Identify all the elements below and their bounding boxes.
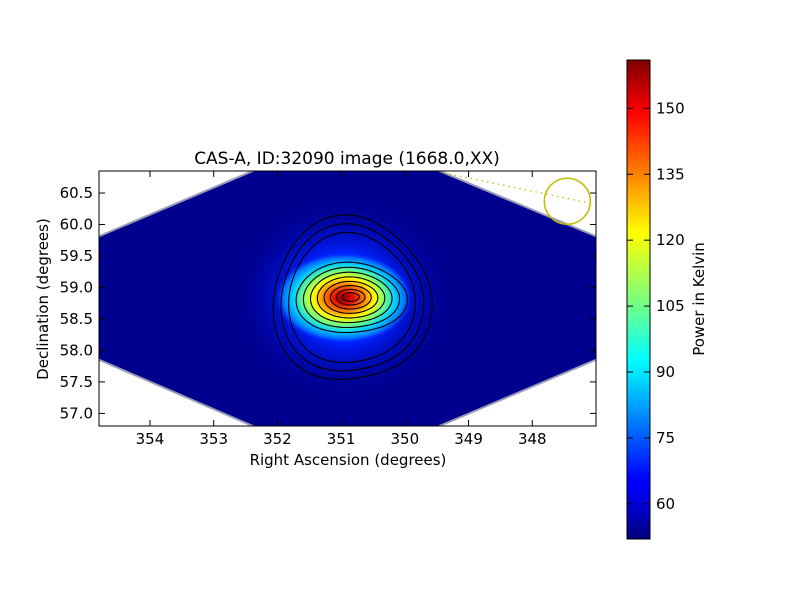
plot-area: 354 353 352 351 350 349 348 57.0 57.5 58.0 58.5 59…	[60, 170, 597, 448]
contour-line	[323, 280, 379, 314]
plot-frame	[98, 170, 597, 427]
x-tick-label: 350	[391, 430, 420, 448]
colorbar-tick-label: 90	[656, 363, 675, 381]
colorbar-gradient	[626, 59, 651, 540]
contour-line	[316, 276, 386, 319]
contour-lines	[272, 214, 433, 380]
y-tick-label: 58.5	[60, 310, 93, 328]
colorbar-tick-label: 120	[656, 231, 685, 249]
y-tick-label: 59.5	[60, 247, 93, 265]
x-tick-label: 348	[518, 430, 547, 448]
colorbar-label: Power in Kelvin	[690, 242, 708, 356]
y-tick-label: 58.0	[60, 341, 93, 359]
contour-line	[309, 271, 393, 324]
colorbar-tick-label: 75	[656, 429, 675, 447]
x-axis-ticks: 354 353 352 351 350 349 348	[136, 171, 547, 448]
x-tick-label: 349	[454, 430, 483, 448]
y-tick-label: 59.0	[60, 278, 93, 296]
y-tick-label: 57.0	[60, 404, 93, 422]
contour-line	[329, 284, 372, 310]
colorbar-tick-label: 150	[656, 99, 685, 117]
beam-circle	[543, 177, 592, 225]
chart-title: CAS-A, ID:32090 image (1668.0,XX)	[194, 149, 500, 169]
colorbar-tick-label: 135	[656, 165, 685, 183]
x-tick-label: 353	[199, 430, 228, 448]
x-tick-label: 351	[327, 430, 356, 448]
contour-line	[302, 266, 401, 329]
x-tick-label: 352	[263, 430, 292, 448]
y-tick-label: 60.0	[60, 216, 93, 234]
contour-line	[280, 223, 425, 372]
contour-line	[341, 292, 360, 302]
y-tick-label: 60.5	[60, 184, 93, 202]
contour-line	[288, 231, 417, 364]
contour-line	[295, 261, 408, 334]
contour-line	[335, 288, 366, 306]
x-tick-label: 354	[136, 430, 165, 448]
colorbar-tick-label: 60	[656, 495, 675, 513]
colorbar-ticks: 60 75 90 105 120 135 150	[627, 99, 685, 513]
source-core	[276, 253, 412, 343]
colorbar: 60 75 90 105 120 135 150 Power in Kelvin	[626, 59, 708, 540]
x-axis-label: Right Ascension (degrees)	[250, 451, 447, 469]
y-tick-label: 57.5	[60, 373, 93, 391]
y-axis-ticks: 57.0 57.5 58.0 58.5 59.0 59.5 60.0 60.5	[60, 184, 596, 422]
contour-line	[272, 214, 433, 380]
beam-marker	[439, 171, 592, 225]
y-axis-label: Declination (degrees)	[34, 218, 52, 380]
colorbar-tick-label: 105	[656, 297, 685, 315]
